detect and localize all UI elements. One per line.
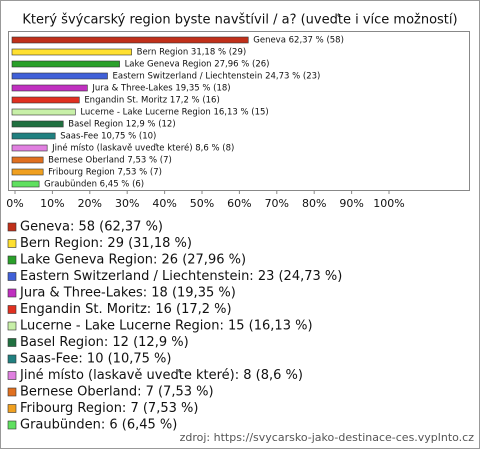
legend-label: Basel Region: 12 (12,9 %) (20, 335, 189, 350)
legend-marker (7, 371, 17, 380)
data-label: Lake Geneva Region 27,96 % (26) (125, 60, 270, 70)
x-tick-label: 80% (302, 197, 326, 210)
legend-marker (7, 420, 17, 430)
legend-marker (7, 255, 17, 265)
legend-marker (7, 404, 17, 413)
data-label: Engandin St. Moritz 17,2 % (16) (84, 96, 219, 106)
legend-label: Geneva: 58 (62,37 %) (20, 220, 163, 235)
source: zdroj: https://svycarsko-jako-destinace-… (180, 431, 475, 444)
legend-label: Bernese Oberland: 7 (7,53 %) (20, 385, 214, 400)
x-tick-label: 50% (190, 197, 214, 210)
data-label: Jiné místo (laskavě uveďte které) 8,6 % … (51, 143, 234, 154)
legend-marker (7, 288, 17, 298)
x-tick-label: 10% (40, 197, 64, 210)
chart-title: Který švýcarský region byste navštívil /… (22, 13, 457, 28)
legend-label: Jura & Three-Lakes: 18 (19,35 %) (19, 286, 236, 301)
legend-marker (7, 354, 17, 364)
legend-label: Lucerne - Lake Lucerne Region: 15 (16,13… (20, 319, 313, 334)
bar (11, 156, 44, 164)
legend-label: Eastern Switzerland / Liechtenstein: 23 … (20, 269, 342, 284)
x-tick-label: 20% (78, 197, 102, 210)
data-label: Eastern Switzerland / Liechtenstein 24,7… (112, 72, 320, 82)
data-label: Fribourg Region 7,53 % (7) (48, 168, 162, 178)
legend-label: Graubünden: 6 (6,45 %) (20, 418, 177, 433)
legend-label: Engandin St. Moritz: 16 (17,2 %) (20, 302, 232, 317)
x-tick-label: 60% (227, 197, 251, 210)
data-label: Bernese Oberland 7,53 % (7) (48, 156, 172, 166)
x-tick-label: 70% (265, 197, 289, 210)
legend-marker (7, 338, 17, 347)
legend-label: Jiné místo (laskavě uveďte které): 8 (8,… (19, 368, 303, 383)
data-label: Graubünden 6,45 % (6) (44, 180, 144, 190)
data-label: Basel Region 12,9 % (12) (68, 120, 175, 130)
data-label: Jura & Three-Lakes 19,35 % (18) (91, 84, 230, 94)
plot-area (8, 31, 470, 191)
data-label: Saas-Fee 10,75 % (10) (60, 132, 156, 142)
legend-marker (7, 272, 17, 281)
bar (11, 132, 56, 140)
bar (11, 36, 249, 44)
bar (11, 72, 108, 80)
data-label: Geneva 62,37 % (58) (253, 36, 344, 46)
legend-label: Bern Region: 29 (31,18 %) (20, 236, 192, 251)
x-tick-label: 40% (152, 197, 176, 210)
bar (11, 108, 76, 116)
legend-marker (7, 387, 17, 397)
legend-label: Fribourg Region: 7 (7,53 %) (20, 401, 198, 416)
legend-marker (7, 239, 17, 248)
legend-label: Saas-Fee: 10 (10,75 %) (20, 352, 171, 367)
x-tick-label: 90% (339, 197, 363, 210)
x-tick-label: 30% (115, 197, 139, 210)
data-label: Bern Region 31,18 % (29) (137, 48, 247, 58)
bar (11, 144, 48, 152)
legend-marker (7, 222, 17, 232)
bar (11, 96, 80, 104)
bar (11, 48, 132, 56)
x-tick-label: 0% (6, 197, 23, 210)
bar (11, 168, 44, 176)
bar (11, 60, 120, 68)
legend-marker (7, 305, 17, 314)
bar (11, 180, 40, 188)
legend-label: Lake Geneva Region: 26 (27,96 %) (20, 253, 246, 268)
x-tick-label: 100% (373, 197, 404, 210)
bar (11, 120, 64, 128)
bar (11, 84, 88, 92)
legend-marker (7, 321, 17, 331)
data-label: Lucerne - Lake Lucerne Region 16,13 % (1… (80, 108, 268, 118)
